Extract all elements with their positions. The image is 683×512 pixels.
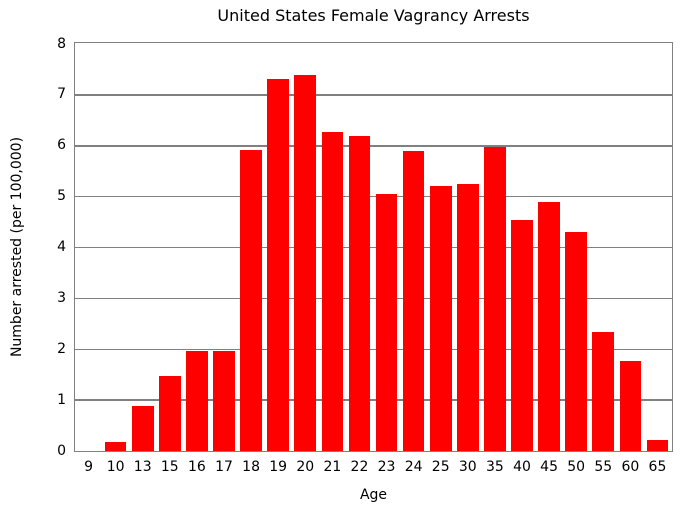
x-tick-label-20: 20 bbox=[296, 459, 315, 475]
x-tick-label-65: 65 bbox=[648, 459, 667, 475]
bar-age-24 bbox=[402, 150, 425, 451]
gridline-y6 bbox=[75, 145, 672, 147]
x-tick-label-50: 50 bbox=[567, 459, 586, 475]
x-tick-label-40: 40 bbox=[513, 459, 531, 475]
bar-age-22 bbox=[348, 136, 371, 451]
y-axis-ticks: 0 1 2 3 4 5 6 7 8 bbox=[0, 36, 66, 459]
gridline-y5 bbox=[75, 195, 672, 198]
x-tick-label-15: 15 bbox=[160, 459, 179, 475]
x-tick-label-19: 19 bbox=[269, 459, 288, 475]
y-tick-label-4: 4 bbox=[57, 239, 66, 255]
x-axis-title: Age bbox=[359, 487, 388, 503]
bar-age-10 bbox=[104, 442, 127, 451]
y-tick-label-1: 1 bbox=[57, 391, 66, 408]
bar-age-21 bbox=[321, 131, 344, 451]
y-tick-label-6: 6 bbox=[57, 137, 66, 154]
gridline-y4 bbox=[75, 246, 672, 249]
bar-age-40 bbox=[511, 219, 533, 451]
bar-age-30 bbox=[456, 183, 479, 451]
bar-age-45 bbox=[538, 201, 560, 451]
x-tick-label-17: 17 bbox=[215, 459, 233, 475]
bar-age-17 bbox=[213, 351, 235, 451]
bar-age-35 bbox=[484, 146, 506, 451]
bar-age-16 bbox=[186, 351, 208, 451]
x-tick-label-24: 24 bbox=[404, 459, 423, 475]
bar-age-25 bbox=[429, 186, 452, 451]
bar-age-20 bbox=[294, 74, 317, 451]
x-tick-label-16: 16 bbox=[187, 459, 206, 475]
x-tick-label-18: 18 bbox=[242, 459, 260, 475]
x-tick-label-30: 30 bbox=[458, 459, 477, 475]
x-tick-label-21: 21 bbox=[323, 459, 342, 475]
x-tick-label-60: 60 bbox=[621, 459, 640, 475]
x-tick-label-9: 9 bbox=[84, 459, 93, 475]
x-tick-label-13: 13 bbox=[133, 459, 152, 475]
bar-age-13 bbox=[131, 406, 154, 451]
y-tick-label-8: 8 bbox=[57, 35, 66, 52]
bar-age-55 bbox=[592, 332, 615, 451]
bar-age-65 bbox=[646, 440, 669, 451]
x-tick-label-55: 55 bbox=[594, 459, 613, 475]
y-tick-label-3: 3 bbox=[57, 289, 66, 306]
x-tick-label-25: 25 bbox=[431, 459, 450, 475]
bar-age-23 bbox=[375, 194, 398, 451]
x-tick-label-23: 23 bbox=[377, 459, 396, 475]
gridline-y1 bbox=[75, 399, 672, 401]
x-tick-label-22: 22 bbox=[350, 459, 369, 475]
y-tick-label-7: 7 bbox=[57, 86, 66, 103]
x-tick-label-10: 10 bbox=[106, 459, 125, 475]
y-tick-label-0: 0 bbox=[57, 442, 66, 459]
chart-title: United States Female Vagrancy Arrests bbox=[217, 6, 530, 25]
bar-age-15 bbox=[158, 376, 181, 451]
gridline-y3 bbox=[75, 297, 672, 300]
plot-area bbox=[74, 42, 673, 452]
x-tick-label-45: 45 bbox=[540, 459, 558, 475]
bar-age-50 bbox=[565, 231, 588, 451]
gridline-y2 bbox=[75, 348, 672, 350]
y-tick-label-2: 2 bbox=[57, 340, 66, 357]
x-axis-ticks: 9 10 13 15 16 17 18 19 20 21 22 23 24 25 30 35 40 45 50 55 6… bbox=[75, 459, 672, 477]
bar-age-60 bbox=[619, 361, 642, 451]
x-tick-label-35: 35 bbox=[485, 459, 504, 475]
bar-age-18 bbox=[240, 149, 262, 451]
bar-age-19 bbox=[267, 78, 290, 451]
y-tick-label-5: 5 bbox=[57, 188, 66, 205]
gridline-y7 bbox=[75, 94, 672, 96]
